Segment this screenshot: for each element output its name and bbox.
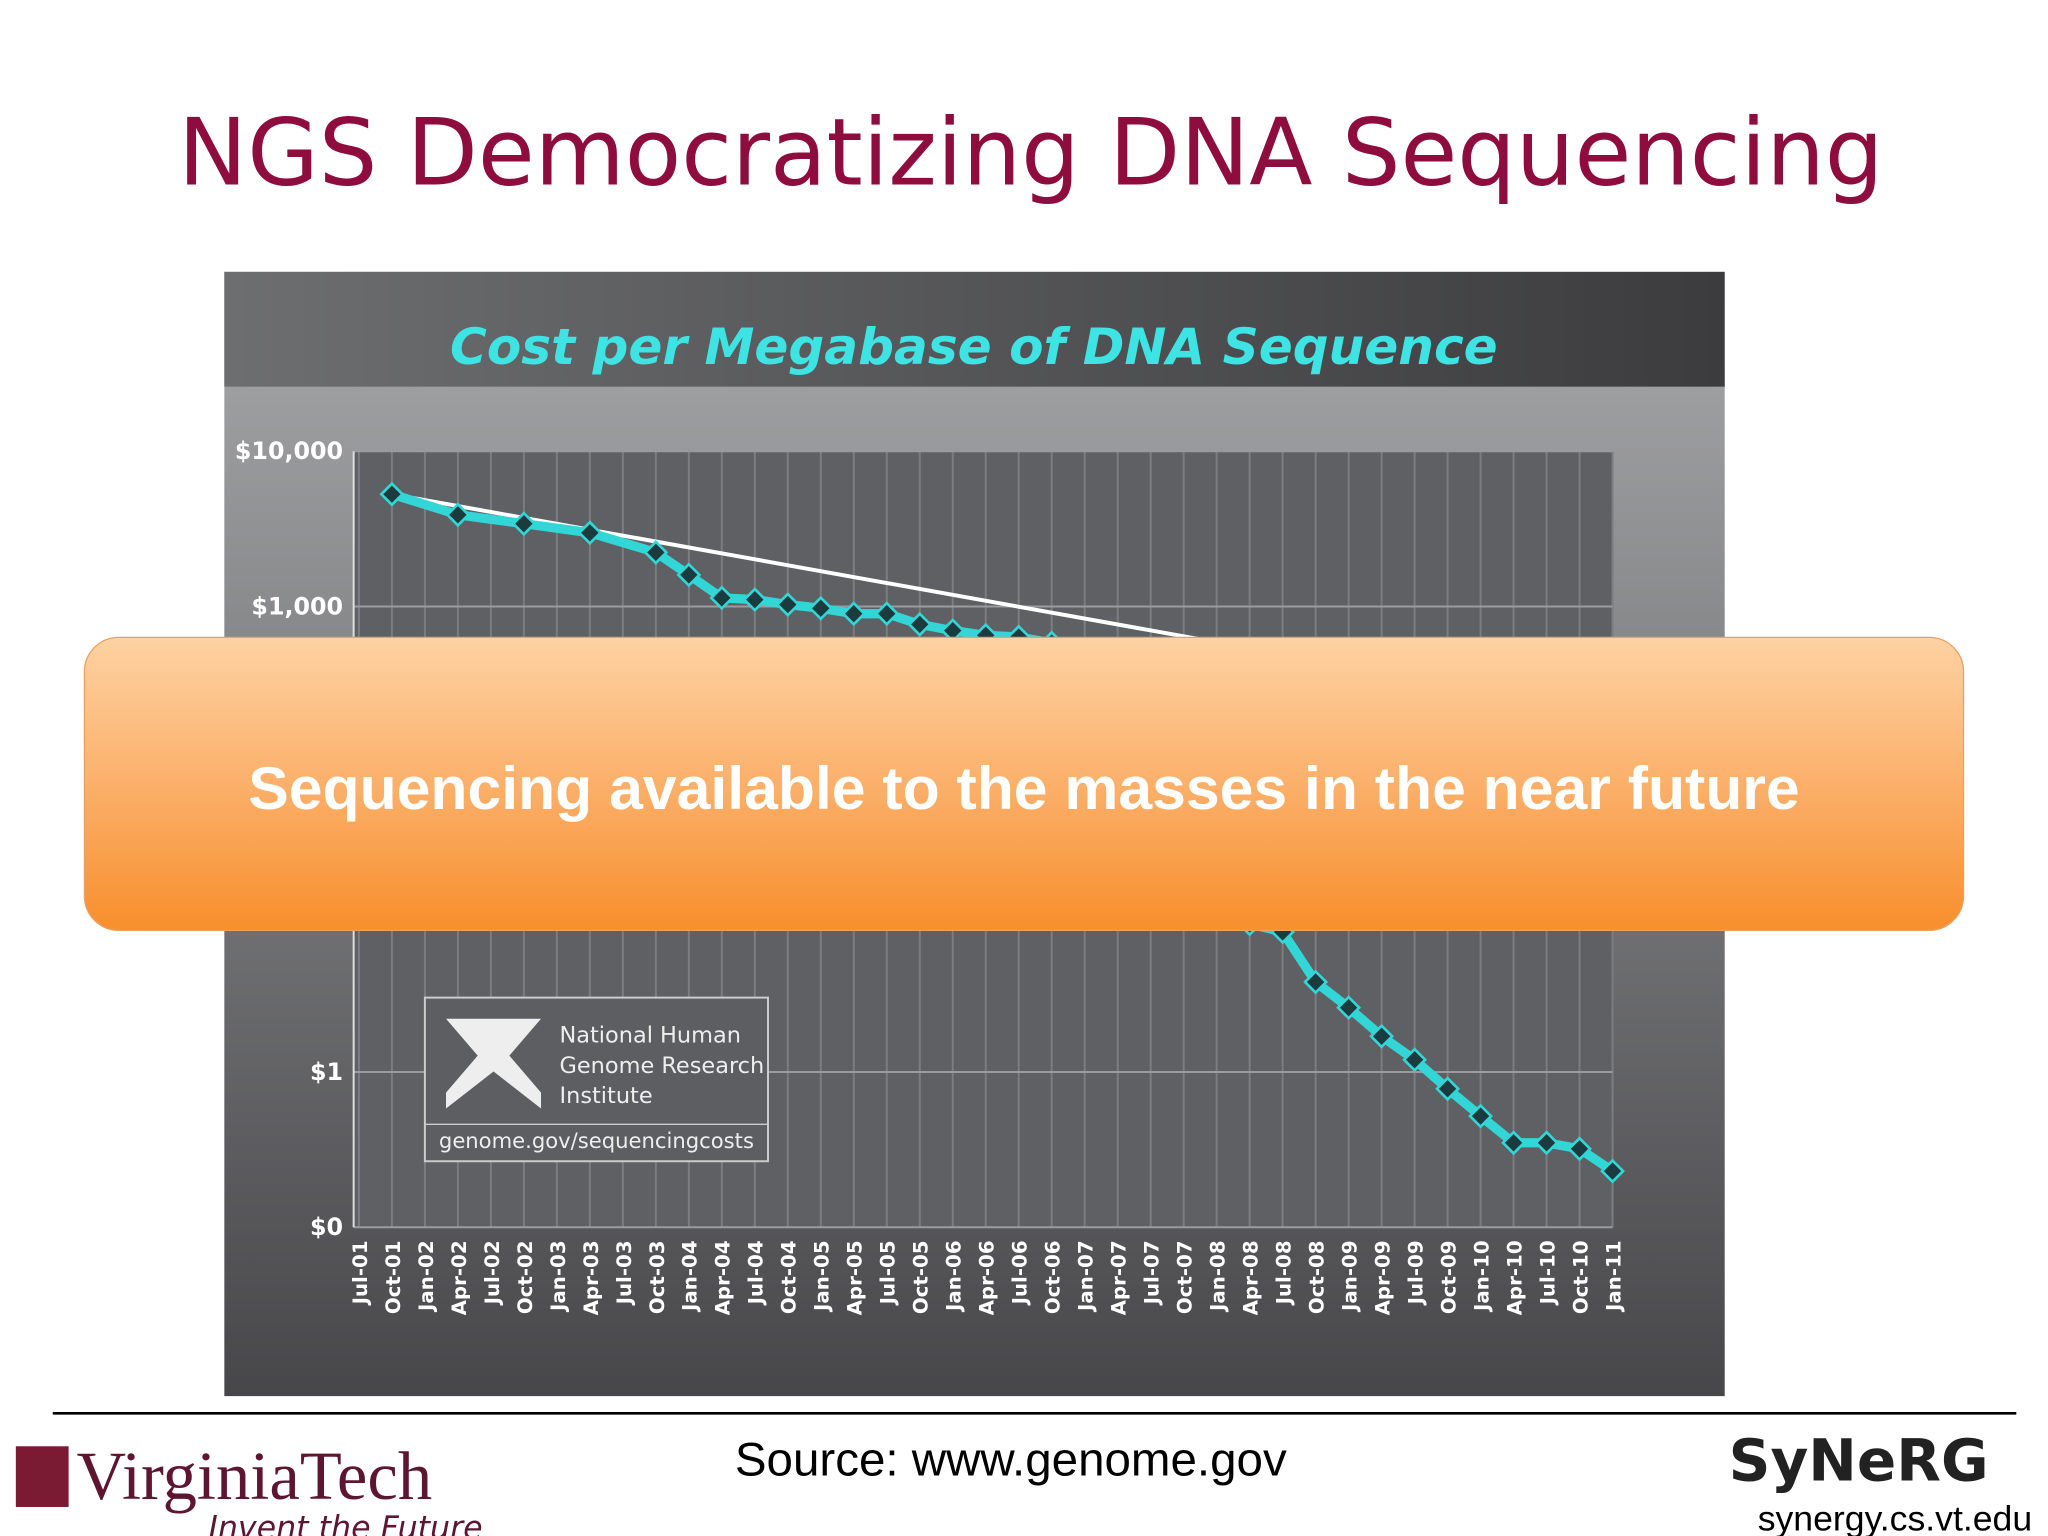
logo-url: genome.gov/sequencingcosts bbox=[439, 1128, 754, 1153]
marker bbox=[874, 601, 900, 627]
x-tick-label: Jan-11 bbox=[1602, 1240, 1625, 1313]
x-tick-label: Apr-10 bbox=[1503, 1240, 1526, 1315]
marker bbox=[1303, 969, 1329, 995]
logo-text: Genome Research bbox=[560, 1053, 765, 1079]
x-tick-label: Apr-05 bbox=[844, 1240, 867, 1315]
x-tick-label: Apr-03 bbox=[580, 1240, 603, 1315]
x-tick-label: Apr-02 bbox=[448, 1240, 471, 1315]
logo-mark bbox=[446, 1018, 542, 1109]
x-tick-label: Jul-01 bbox=[349, 1240, 372, 1306]
y-tick-label: $1,000 bbox=[251, 592, 343, 620]
logo-text: National Human bbox=[560, 1022, 741, 1048]
chart-header bbox=[224, 271, 1725, 387]
logo-left: VirginiaTech bbox=[77, 1438, 433, 1514]
x-tick-label: Jul-07 bbox=[1141, 1240, 1164, 1306]
chart-title: Cost per Megabase of DNA Sequence bbox=[450, 317, 1498, 376]
callout bbox=[83, 636, 1965, 931]
footer-url: synergy.cs.vt.edu bbox=[1758, 1499, 2032, 1536]
x-tick-label: Oct-03 bbox=[646, 1240, 669, 1314]
marker bbox=[1501, 1130, 1526, 1156]
marker bbox=[379, 481, 405, 507]
marker bbox=[808, 595, 834, 621]
x-tick-label: Apr-07 bbox=[1108, 1240, 1131, 1315]
marker bbox=[1600, 1158, 1625, 1184]
x-tick-label: Jul-04 bbox=[745, 1240, 768, 1306]
x-tick-label: Jan-08 bbox=[1207, 1240, 1230, 1313]
logo-text: Institute bbox=[560, 1083, 653, 1109]
x-tick-label: Oct-05 bbox=[910, 1240, 933, 1314]
logo-right: SyNeRG bbox=[1729, 1427, 1989, 1495]
x-tick-label: Jan-05 bbox=[811, 1240, 834, 1313]
x-tick-label: Oct-04 bbox=[778, 1240, 801, 1314]
x-tick-label: Jul-03 bbox=[613, 1240, 636, 1306]
marker bbox=[907, 611, 933, 637]
marker bbox=[742, 587, 768, 613]
source: Source: www.genome.gov bbox=[735, 1433, 1287, 1486]
marker bbox=[445, 502, 471, 528]
x-tick-label: Oct-07 bbox=[1174, 1240, 1197, 1314]
marker bbox=[1336, 995, 1362, 1021]
marker bbox=[643, 539, 669, 565]
marker bbox=[775, 592, 801, 617]
x-tick-label: Jul-10 bbox=[1536, 1240, 1559, 1306]
x-tick-label: Jan-07 bbox=[1075, 1240, 1098, 1313]
x-tick-label: Apr-06 bbox=[976, 1240, 999, 1315]
x-tick-label: Oct-10 bbox=[1569, 1240, 1592, 1314]
x-tick-label: Jul-02 bbox=[481, 1240, 504, 1306]
slide-title: NGS Democratizing DNA Sequencing bbox=[178, 99, 1883, 207]
y-tick-label: $1 bbox=[310, 1058, 343, 1086]
x-tick-label: Oct-09 bbox=[1438, 1240, 1461, 1314]
x-tick-label: Jul-09 bbox=[1405, 1240, 1428, 1306]
nhgri-logo: National Human Genome Research Institute… bbox=[423, 996, 769, 1163]
x-tick-label: Oct-06 bbox=[1042, 1240, 1065, 1314]
marker bbox=[1567, 1136, 1592, 1162]
marker bbox=[1435, 1076, 1461, 1102]
x-tick-label: Jan-03 bbox=[547, 1240, 570, 1313]
marker bbox=[1402, 1047, 1428, 1073]
x-tick-label: Oct-01 bbox=[382, 1240, 405, 1314]
x-tick-label: Jul-06 bbox=[1009, 1240, 1032, 1306]
callout-text: Sequencing available to the masses in th… bbox=[248, 754, 1799, 822]
marker bbox=[676, 562, 702, 588]
x-tick-label: Oct-08 bbox=[1306, 1240, 1329, 1314]
x-tick-label: Jul-08 bbox=[1273, 1240, 1296, 1306]
vt-shield bbox=[15, 1446, 69, 1507]
marker bbox=[1369, 1023, 1395, 1049]
marker bbox=[511, 511, 537, 537]
x-tick-label: Jan-10 bbox=[1470, 1240, 1493, 1313]
x-tick-label: Jan-06 bbox=[943, 1240, 966, 1313]
y-tick-label: $10,000 bbox=[235, 437, 343, 465]
tagline: Invent the Future bbox=[208, 1511, 482, 1536]
y-tick-label: $0 bbox=[310, 1213, 343, 1241]
marker bbox=[841, 601, 867, 627]
x-tick-label: Jan-04 bbox=[679, 1240, 702, 1313]
x-tick-label: Apr-08 bbox=[1240, 1240, 1263, 1315]
x-tick-label: Oct-02 bbox=[514, 1240, 537, 1314]
x-tick-label: Jan-02 bbox=[415, 1240, 438, 1313]
x-tick-label: Jan-09 bbox=[1339, 1240, 1362, 1313]
marker bbox=[1468, 1103, 1494, 1129]
marker bbox=[709, 585, 735, 611]
x-tick-label: Apr-09 bbox=[1372, 1240, 1395, 1315]
x-tick-label: Jul-05 bbox=[877, 1240, 900, 1306]
x-tick-label: Apr-04 bbox=[712, 1240, 735, 1315]
marker bbox=[577, 520, 603, 546]
marker bbox=[1534, 1130, 1559, 1156]
